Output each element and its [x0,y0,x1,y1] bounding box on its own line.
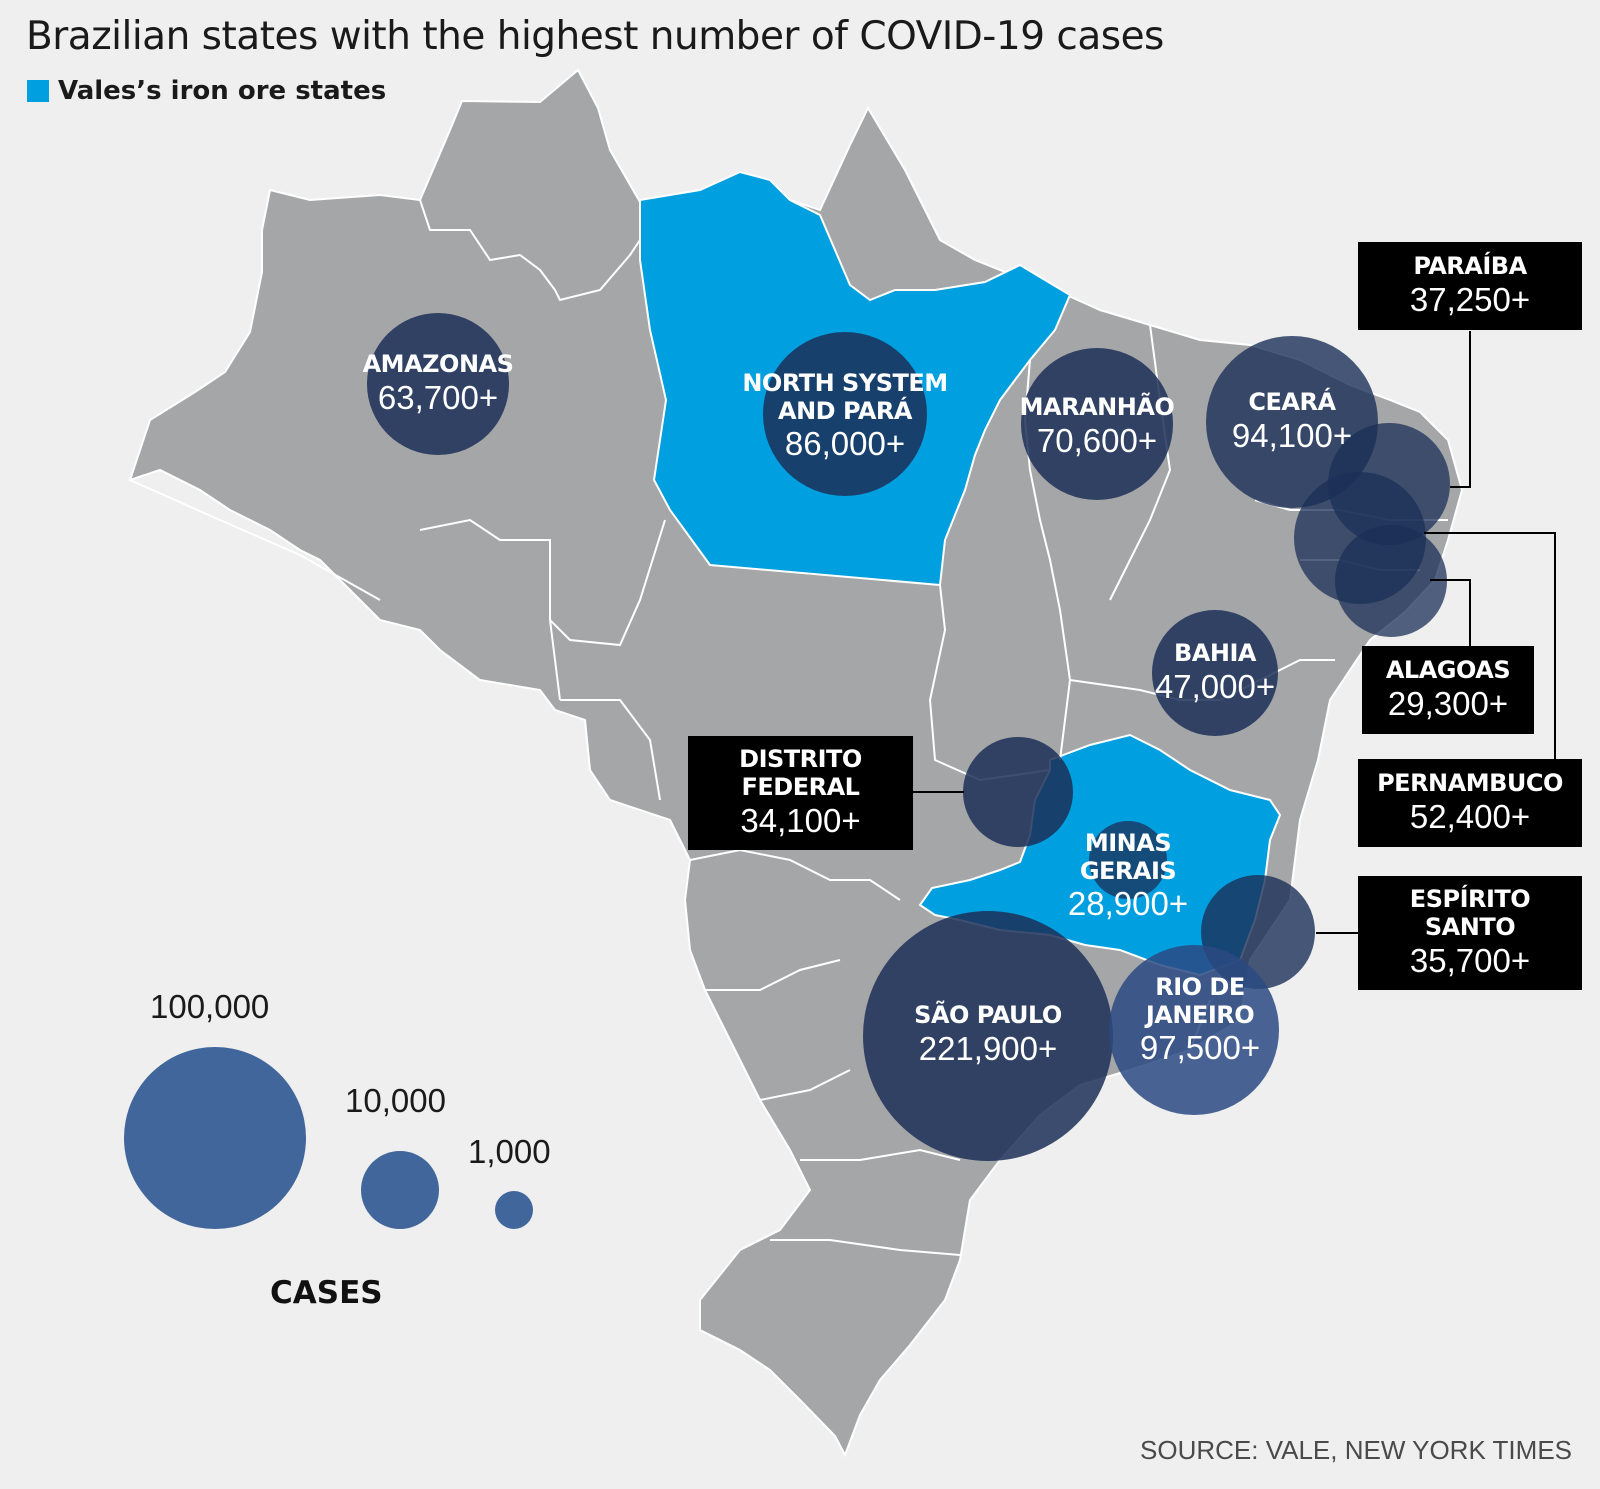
bubble-minas-gerais [1089,821,1167,899]
state-cases: 35,700+ [1409,941,1531,979]
legend: Vales’s iron ore states [27,76,386,106]
callout-distrito-federal: DISTRITO FEDERAL 34,100+ [688,736,913,850]
scale-label-100000: 100,000 [150,988,270,1025]
callout-paraiba: PARAÍBA 37,250+ [1358,242,1582,330]
state-cases: 37,250+ [1409,280,1531,318]
callout-pernambuco: PERNAMBUCO 52,400+ [1358,759,1582,847]
scale-label-10000: 10,000 [345,1082,446,1119]
scale-circles [124,1047,533,1229]
bubble-para [763,332,927,496]
callout-alagoas: ALAGOAS 29,300+ [1362,646,1534,734]
state-name: PARAÍBA [1413,252,1527,281]
bubble-alagoas [1335,525,1447,637]
state-name-line1: DISTRITO [739,745,862,774]
scale-circle-10000 [361,1151,439,1229]
scale-circle-1000 [495,1191,533,1229]
bubble-rio-de-janeiro [1109,945,1279,1115]
state-cases: 34,100+ [740,801,861,839]
scale-title: CASES [270,1275,383,1311]
state-name: PERNAMBUCO [1377,769,1563,798]
bubble-sao-paulo [863,911,1113,1161]
state-name-line2: FEDERAL [741,773,860,802]
legend-swatch [27,80,49,102]
bubble-maranhao [1021,348,1173,500]
callout-espirito-santo: ESPÍRITO SANTO 35,700+ [1358,876,1582,990]
state-name-line1: ESPÍRITO [1409,885,1531,914]
bubble-distrito-federal [963,737,1073,847]
scale-circle-100000 [124,1047,306,1229]
state-name-line2: SANTO [1424,913,1516,942]
source-credit: SOURCE: VALE, NEW YORK TIMES [1140,1435,1572,1465]
bubble-bahia [1152,610,1278,736]
case-bubbles [367,313,1450,1161]
state-cases: 52,400+ [1409,797,1531,835]
bubble-amazonas [367,313,509,455]
scale-label-1000: 1,000 [468,1133,551,1170]
chart-title: Brazilian states with the highest number… [26,14,1164,59]
state-name: ALAGOAS [1385,656,1511,685]
state-cases: 29,300+ [1387,684,1509,722]
legend-label: Vales’s iron ore states [58,76,387,106]
callout-leaders [913,331,1556,934]
